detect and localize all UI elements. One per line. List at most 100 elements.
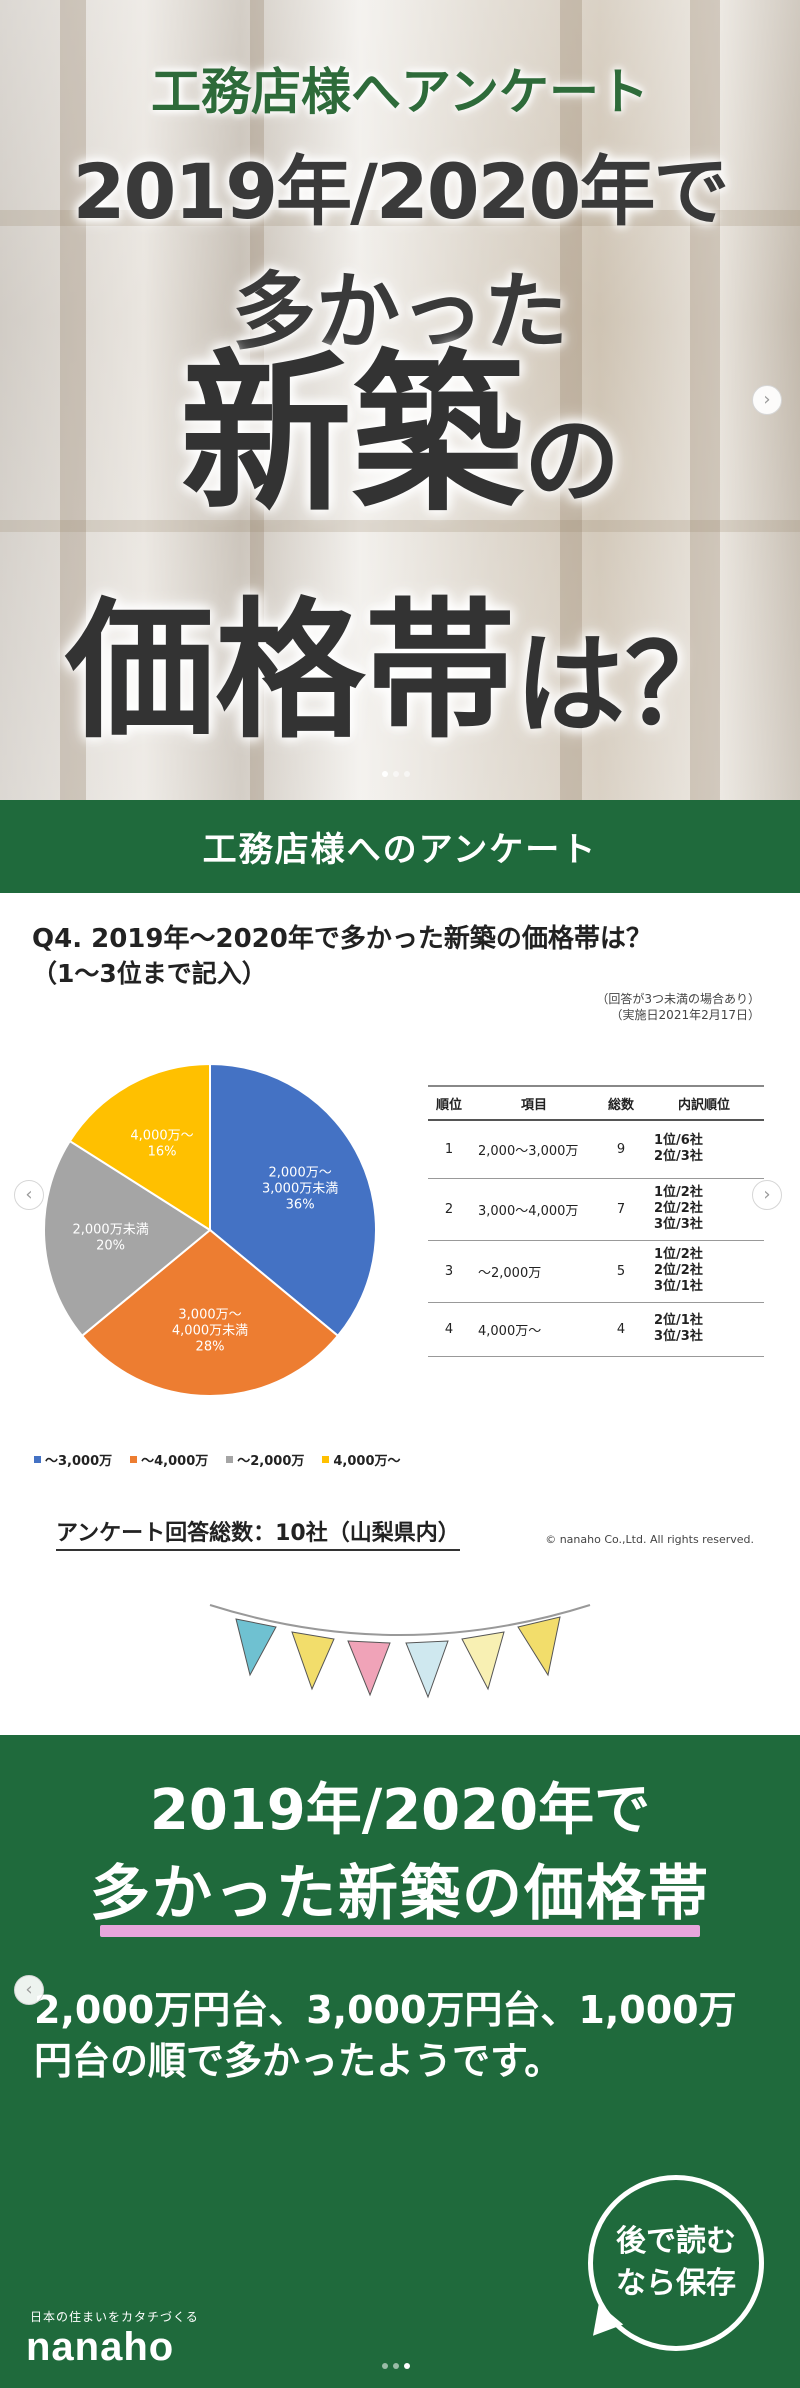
rank-cell: 2 bbox=[428, 1178, 470, 1241]
hero-title-line2: 多かった bbox=[231, 263, 568, 361]
save-reminder-line2: なら保存 bbox=[616, 2266, 736, 2301]
chevron-left-icon: ‹ bbox=[25, 1184, 33, 1205]
legend-swatch bbox=[322, 1456, 330, 1463]
legend-swatch bbox=[226, 1456, 234, 1463]
brand-tagline: 日本の住まいをカタチづくる bbox=[30, 2310, 199, 2324]
chevron-right-icon: › bbox=[763, 389, 771, 410]
total-cell: 9 bbox=[598, 1120, 644, 1179]
table-row: 3 ～2,000万 5 1位/2社 2位/2社 3位/1社 bbox=[428, 1240, 764, 1303]
item-cell: ～2,000万 bbox=[470, 1240, 598, 1303]
question-subtitle: （1～3位まで記入） bbox=[32, 959, 267, 988]
breakdown-cell: 1位/2社 2位/2社 3位/3社 bbox=[644, 1178, 764, 1241]
answer-title-line1: 2019年/2020年で bbox=[149, 1778, 651, 1843]
survey-total: アンケート回答総数：10社（山梨県内） bbox=[56, 1515, 460, 1551]
chevron-left-icon: ‹ bbox=[25, 1979, 33, 2000]
legend-label: ～2,000万 bbox=[237, 1454, 305, 1469]
decor-beam bbox=[560, 0, 582, 800]
save-reminder-line1: 後で読む bbox=[616, 2224, 736, 2259]
legend-swatch bbox=[130, 1456, 138, 1463]
table-header-row: 順位 項目 総数 内訳順位 bbox=[428, 1085, 764, 1121]
rank-cell: 3 bbox=[428, 1240, 470, 1303]
prev-slide-button[interactable]: ‹ bbox=[14, 1975, 44, 2005]
total-cell: 4 bbox=[598, 1302, 644, 1357]
next-slide-button[interactable]: › bbox=[752, 385, 782, 415]
breakdown-line: 1位/2社 bbox=[654, 1246, 703, 1262]
survey-date: （実施日2021年2月17日） bbox=[610, 1008, 760, 1022]
hero-title-line3: 新築の bbox=[0, 340, 800, 529]
table-row: 4 4,000万～ 4 2位/1社 3位/3社 bbox=[428, 1302, 764, 1357]
breakdown-line: 2位/2社 bbox=[654, 1262, 703, 1278]
prev-slide-button[interactable]: ‹ bbox=[14, 1180, 44, 1210]
pie-slice-label: 3,000万未満 bbox=[262, 1182, 338, 1197]
pie-slice-label: 2,000万～ bbox=[269, 1166, 332, 1181]
answer-slide: 2019年/2020年で 多かった新築の価格帯 2,000万円台、3,000万円… bbox=[0, 1735, 800, 2388]
carousel-dot bbox=[404, 2363, 410, 2369]
table-row: 1 2,000～3,000万 9 1位/6社 2位/3社 bbox=[428, 1120, 764, 1179]
pie-slice-label: 3,000万～ bbox=[178, 1308, 241, 1323]
question-title: Q4. 2019年～2020年で多かった新築の価格帯は？ bbox=[32, 924, 652, 954]
legend-label: 4,000万～ bbox=[333, 1454, 401, 1469]
decor-beam bbox=[0, 210, 800, 226]
pie-slice-label: 4,000万未満 bbox=[172, 1324, 248, 1339]
pie-slice-label: 4,000万～ bbox=[130, 1129, 193, 1144]
breakdown-line: 1位/2社 bbox=[654, 1184, 703, 1200]
hero-title-line1: 2019年/2020年で bbox=[72, 147, 730, 236]
legend-item: 4,000万～ bbox=[322, 1450, 401, 1469]
table-row: 2 3,000～4,000万 7 1位/2社 2位/2社 3位/3社 bbox=[428, 1178, 764, 1241]
total-cell: 5 bbox=[598, 1240, 644, 1303]
pie-slice bbox=[68, 1062, 211, 1232]
pie-slice bbox=[209, 1062, 377, 1338]
carousel-dot bbox=[393, 771, 399, 777]
survey-slide: 工務店様へのアンケート Q4. 2019年～2020年で多かった新築の価格帯は？… bbox=[0, 800, 800, 1735]
legend-swatch bbox=[34, 1456, 41, 1463]
breakdown-line: 2位/1社 bbox=[654, 1312, 703, 1328]
survey-header: 工務店様へのアンケート bbox=[0, 800, 800, 893]
col-rank-header: 順位 bbox=[428, 1085, 470, 1121]
carousel-dot bbox=[404, 771, 410, 777]
ranking-table: 順位 項目 総数 内訳順位 1 2,000～3,000万 9 1位/6社 2位/3社 2 3… bbox=[428, 1085, 764, 1357]
breakdown-cell: 2位/1社 3位/3社 bbox=[644, 1302, 764, 1357]
decor-beam bbox=[0, 520, 800, 532]
item-cell: 4,000万～ bbox=[470, 1302, 598, 1357]
legend-label: ～4,000万 bbox=[141, 1454, 209, 1469]
hero-title-no: の bbox=[524, 405, 620, 517]
hero-title-question: は？ bbox=[515, 621, 735, 749]
pie-slice-label: 2,000万未満 bbox=[72, 1222, 148, 1237]
decor-beam bbox=[690, 0, 720, 800]
carousel-dot bbox=[393, 2363, 399, 2369]
breakdown-line: 1位/6社 bbox=[654, 1133, 703, 1148]
decor-beam bbox=[60, 0, 86, 800]
total-cell: 7 bbox=[598, 1178, 644, 1241]
hero-title-kakakutai: 価格帯 bbox=[64, 585, 515, 759]
brand-logo: nanaho bbox=[26, 2325, 175, 2369]
decor-beam bbox=[250, 0, 264, 800]
hero-title-line4: 価格帯は？ bbox=[0, 590, 800, 755]
hero-subtitle: 工務店様へアンケート bbox=[151, 63, 649, 121]
bunting-decoration-icon bbox=[209, 1604, 591, 1699]
copyright-text: © nanaho Co.,Ltd. All rights reserved. bbox=[545, 1533, 754, 1546]
breakdown-cell: 1位/2社 2位/2社 3位/1社 bbox=[644, 1240, 764, 1303]
item-cell: 2,000～3,000万 bbox=[470, 1120, 598, 1179]
col-breakdown-header: 内訳順位 bbox=[644, 1085, 764, 1121]
chart-legend: ～3,000万 ～4,000万 ～2,000万 4,000万～ bbox=[34, 1450, 401, 1469]
carousel-dot bbox=[382, 2363, 388, 2369]
col-total-header: 総数 bbox=[598, 1085, 644, 1121]
breakdown-line: 3位/1社 bbox=[654, 1279, 703, 1295]
col-item-header: 項目 bbox=[470, 1085, 598, 1121]
rank-cell: 1 bbox=[428, 1120, 470, 1179]
pie-slice bbox=[80, 1228, 340, 1397]
next-slide-button[interactable]: › bbox=[752, 1180, 782, 1210]
legend-item: ～3,000万 bbox=[34, 1450, 112, 1469]
breakdown-line: 2位/3社 bbox=[654, 1149, 703, 1165]
title-underline bbox=[100, 1925, 700, 1937]
pie-slice-label: 28% bbox=[196, 1340, 225, 1355]
breakdown-line: 3位/3社 bbox=[654, 1329, 703, 1344]
save-reminder-bubble: 後で読む なら保存 bbox=[588, 2175, 764, 2351]
legend-item: ～4,000万 bbox=[130, 1450, 208, 1469]
breakdown-cell: 1位/6社 2位/3社 bbox=[644, 1120, 764, 1179]
survey-note: （回答が3つ未満の場合あり） bbox=[596, 992, 760, 1006]
breakdown-line: 3位/3社 bbox=[654, 1217, 703, 1233]
item-cell: 3,000～4,000万 bbox=[470, 1178, 598, 1241]
pie-slice-label: 20% bbox=[96, 1238, 125, 1253]
